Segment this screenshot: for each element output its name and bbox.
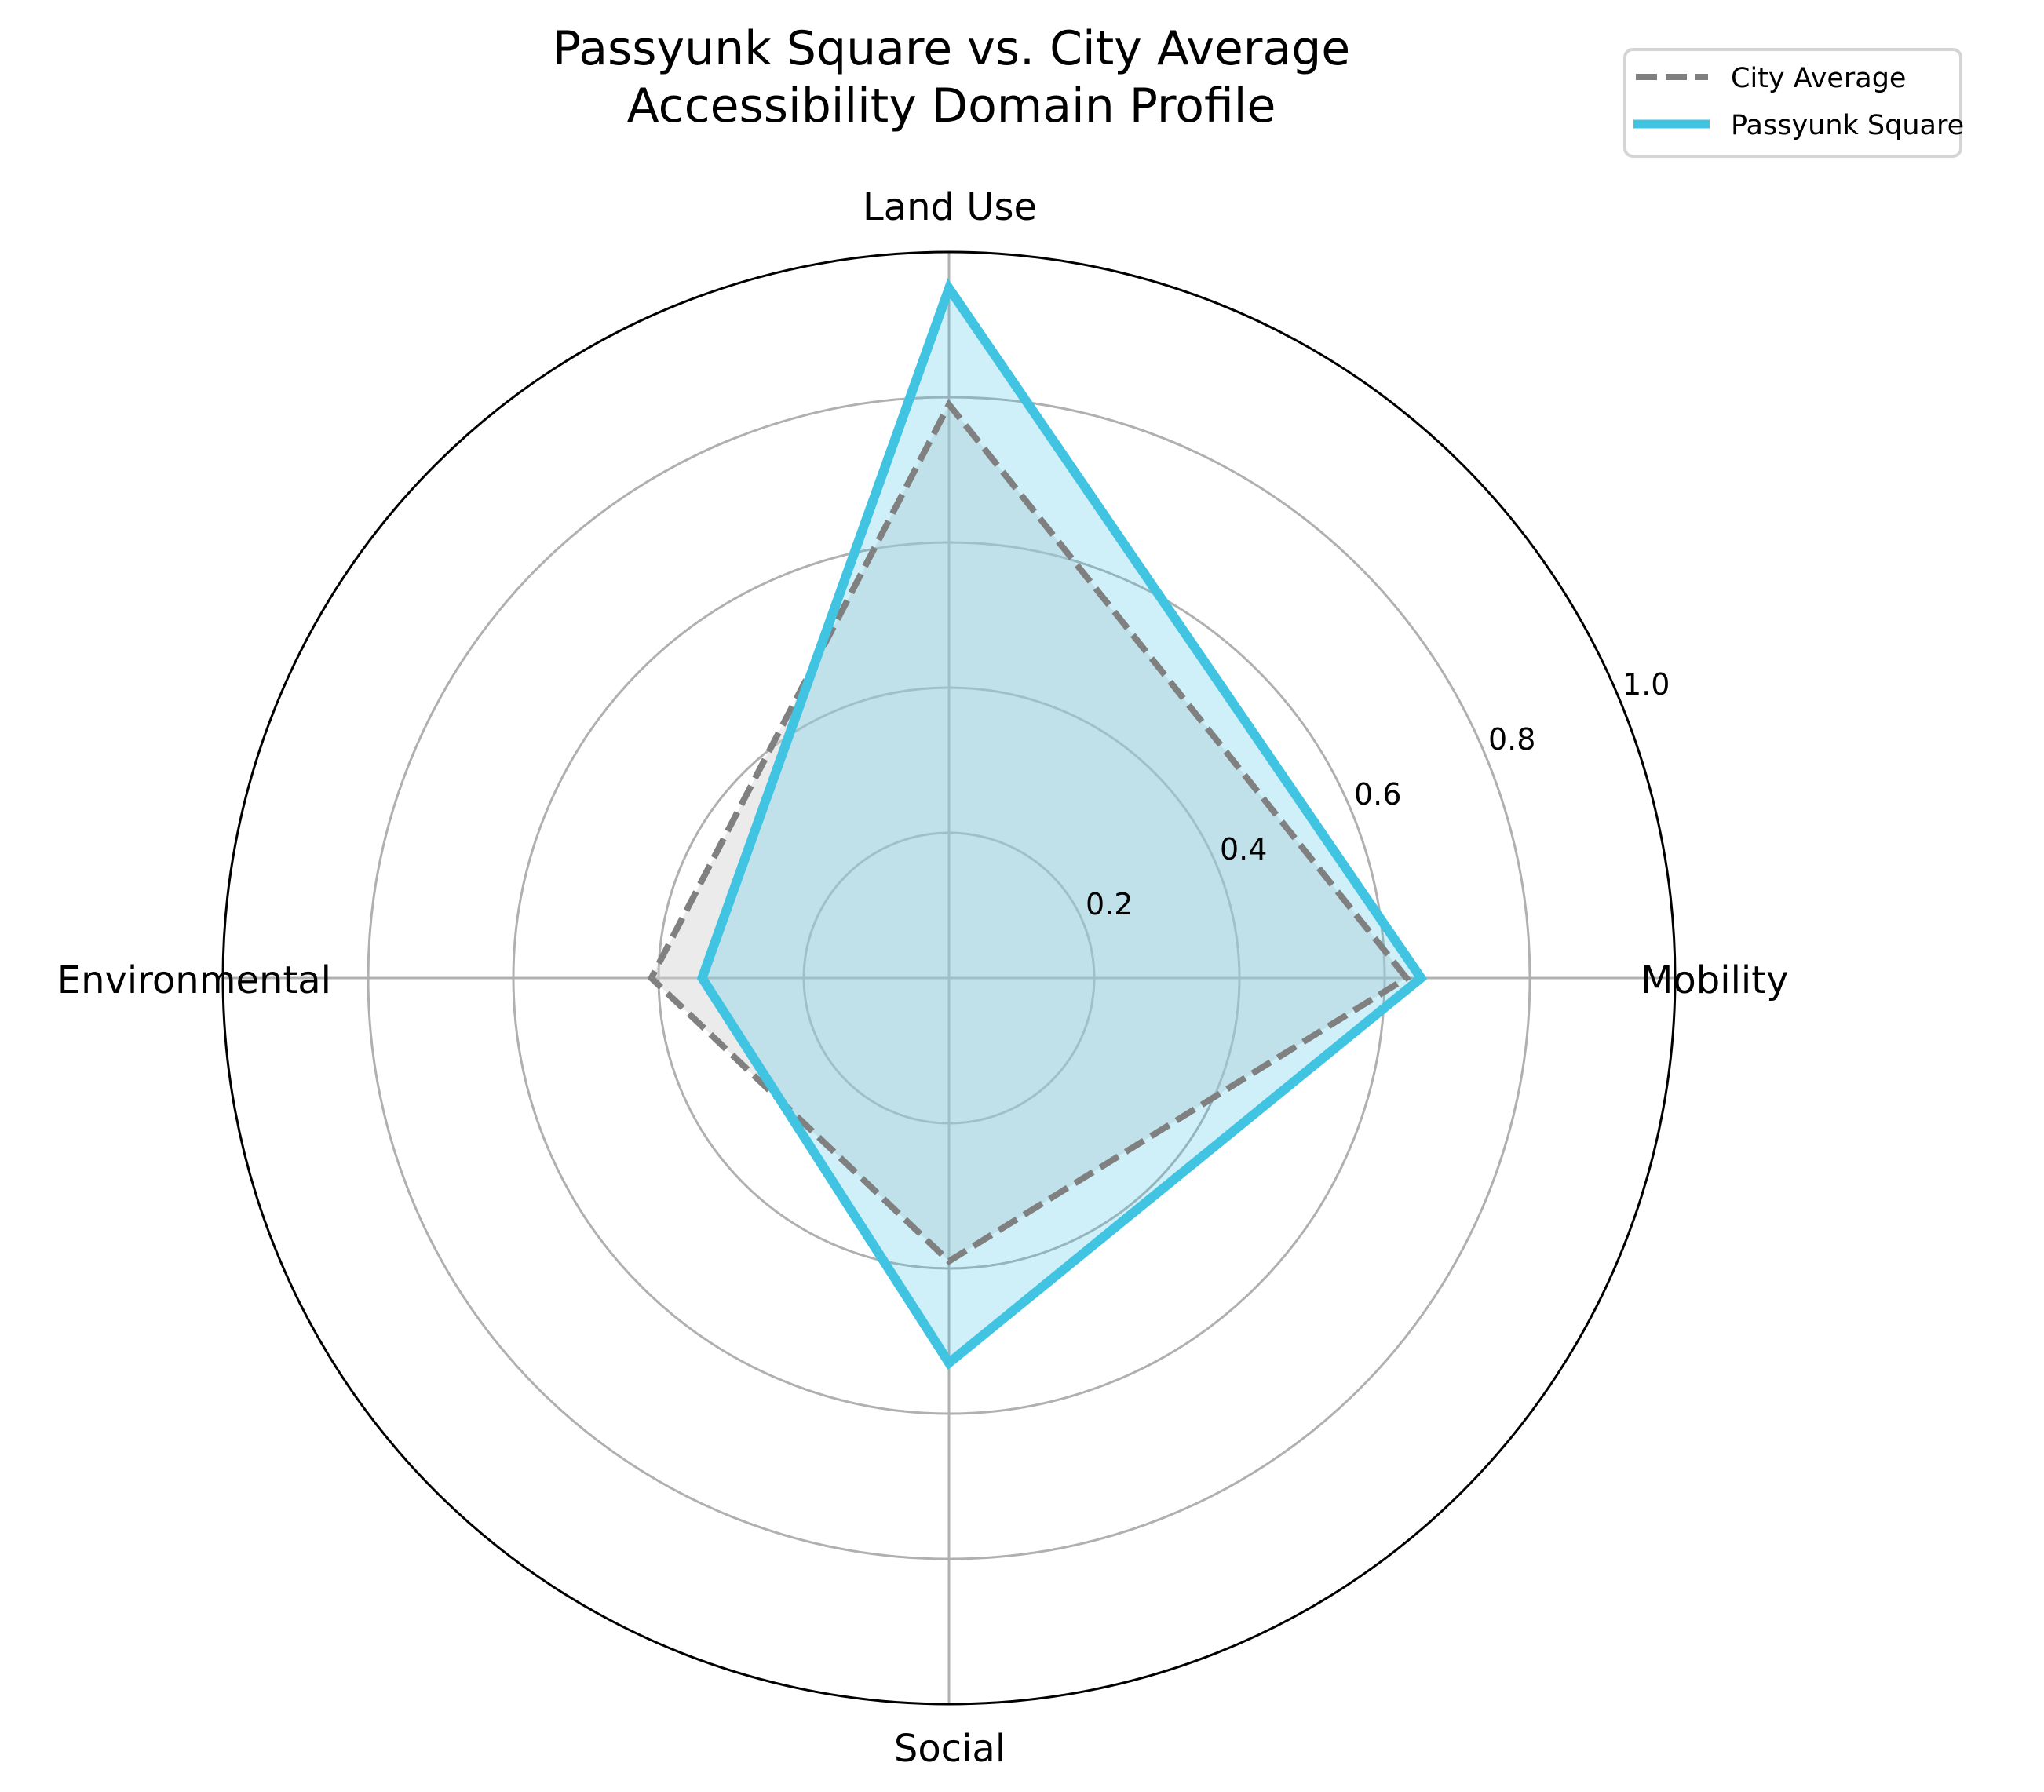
series-fills xyxy=(651,288,1422,1363)
tick-label-0-8: 0.8 xyxy=(1488,722,1535,757)
axis-label-environmental: Environmental xyxy=(57,958,331,1002)
tick-label-1-0: 1.0 xyxy=(1622,667,1670,702)
tick-label-0-6: 0.6 xyxy=(1354,777,1401,812)
axis-label-mobility: Mobility xyxy=(1641,958,1788,1002)
chart-title-line-1: Passyunk Square vs. City Average xyxy=(553,21,1350,76)
series-lines xyxy=(647,278,1428,1370)
passyunk-square-line xyxy=(696,278,1428,1370)
legend: City Average Passyunk Square xyxy=(1623,48,1964,158)
outer-ring xyxy=(221,250,1677,1706)
chart-title: Passyunk Square vs. City Average Accessi… xyxy=(553,21,1350,133)
legend-passyunk-square-label: Passyunk Square xyxy=(1731,110,1964,141)
passyunk-square-fill xyxy=(702,288,1422,1363)
axis-labels: Mobility Land Use Environmental Social xyxy=(57,185,1789,1771)
city-average-line xyxy=(647,398,1411,1265)
tick-label-0-4: 0.4 xyxy=(1220,832,1267,867)
legend-box xyxy=(1623,48,1962,158)
tick-label-0-2: 0.2 xyxy=(1086,887,1133,922)
angular-grid xyxy=(223,252,1675,1704)
axis-label-land-use: Land Use xyxy=(863,185,1037,229)
chart-title-line-2: Accessibility Domain Profile xyxy=(627,78,1276,133)
radial-tick-labels: 0.2 0.4 0.6 0.8 1.0 xyxy=(1086,667,1670,922)
legend-city-average-label: City Average xyxy=(1731,63,1906,94)
axis-label-social: Social xyxy=(894,1727,1006,1771)
